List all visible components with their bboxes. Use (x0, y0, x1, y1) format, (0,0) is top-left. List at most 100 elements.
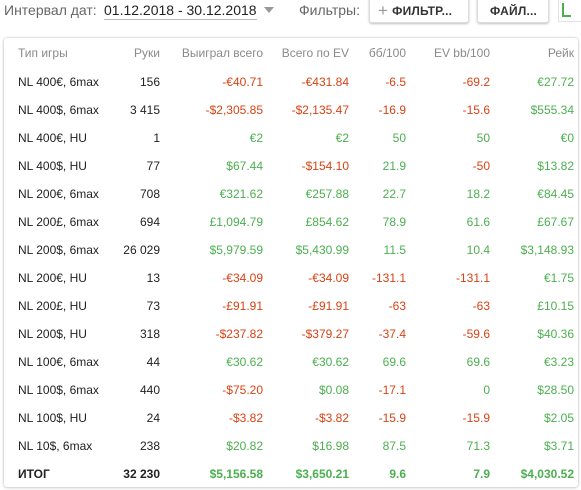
cell-rake: $40.36 (537, 327, 574, 341)
cell-bb100: 87.5 (382, 439, 406, 453)
cell-bb100: -17.1 (378, 383, 406, 397)
cell-bb100: 11.5 (383, 243, 406, 257)
table-row[interactable]: NL 100$, 6max 440 -$75.20 $0.08 -17.1 0 $28.50 (4, 376, 578, 404)
filters-button[interactable]: + ФИЛЬТР... (369, 0, 469, 23)
cell-rake: €27.72 (537, 75, 574, 89)
cell-bb100: -37.4 (378, 327, 406, 341)
cell-hands: 318 (139, 327, 160, 341)
table-row[interactable]: NL 200€, 6max 708 €321.62 €257.88 22.7 18.2 €8… (4, 180, 578, 208)
cell-won: -€40.71 (222, 75, 263, 89)
table-row[interactable]: NL 400$, HU 77 $67.44 -$154.10 21.9 -50 $13.82 (4, 152, 578, 180)
cell-won: $20.82 (226, 439, 263, 453)
cell-bb100: -63 (388, 299, 406, 313)
cell-won: $5,156.58 (209, 467, 263, 481)
filters-label: Фильтры: (299, 2, 360, 18)
stats-table-panel: Тип игры Руки Выиграл всего Всего по EV … (4, 38, 578, 487)
cell-ev-bb100: -63 (472, 299, 490, 313)
cell-hands: 73 (146, 299, 160, 313)
column-header-bb100[interactable]: бб/100 (368, 46, 406, 60)
cell-bb100: 9.6 (389, 467, 406, 481)
cell-rake: $555.34 (530, 103, 574, 117)
table-total-row[interactable]: ИТОГ 32 230 $5,156.58 $3,650.21 9.6 7.9 $4,030… (4, 460, 578, 488)
table-row[interactable]: NL 200£, 6max 694 £1,094.79 £854.62 78.9 61.6… (4, 208, 578, 236)
table-row[interactable]: NL 100$, HU 24 -$3.82 -$3.82 -15.9 -15.9 $2.05 (4, 404, 578, 432)
toolbar: Интервал дат: 01.12.2018 - 30.12.2018 Фи… (0, 0, 581, 32)
cell-rake: €1.75 (543, 271, 574, 285)
files-button[interactable]: ФАЙЛ... (477, 0, 549, 23)
cell-won: $5,979.59 (209, 243, 263, 257)
cell-ev-total: $3,650.21 (295, 467, 349, 481)
cell-game: NL 200€, HU (18, 271, 87, 285)
cell-rake: $3,148.93 (520, 243, 574, 257)
cell-hands: 77 (146, 159, 160, 173)
table-row[interactable]: NL 100€, 6max 44 €30.62 €30.62 69.6 69.6 €3.23 (4, 348, 578, 376)
column-header-ev-bb100[interactable]: EV bb/100 (433, 46, 490, 60)
cell-ev-bb100: 71.3 (466, 439, 490, 453)
cell-bb100: 69.6 (382, 355, 406, 369)
cell-rake: $2.05 (543, 411, 574, 425)
cell-won: -$3.82 (228, 411, 263, 425)
cell-ev-total: -$379.27 (301, 327, 349, 341)
cell-rake: £67.67 (537, 215, 574, 229)
cell-rake: €3.23 (543, 355, 574, 369)
cell-bb100: -131.1 (371, 271, 406, 285)
table-row[interactable]: NL 10$, 6max 238 $20.82 $16.98 87.5 71.3 $3.71 (4, 432, 578, 460)
cell-won: €2 (249, 131, 263, 145)
cell-ev-bb100: 61.6 (466, 215, 490, 229)
cell-bb100: 21.9 (382, 159, 406, 173)
cell-hands: 694 (139, 215, 160, 229)
cell-bb100: -16.9 (378, 103, 406, 117)
cell-hands: 238 (139, 439, 160, 453)
cell-game: NL 100$, 6max (18, 383, 99, 397)
table-row[interactable]: NL 400€, HU 1 €2 €2 50 50 €0 (4, 124, 578, 152)
cell-ev-total: -£91.91 (308, 299, 349, 313)
cell-rake: $4,030.52 (520, 467, 574, 481)
cell-ev-total: €30.62 (312, 355, 349, 369)
cell-rake: $3.71 (543, 439, 574, 453)
cell-bb100: 22.7 (382, 187, 406, 201)
caret-down-icon[interactable] (264, 7, 274, 13)
cell-game: ИТОГ (18, 467, 50, 481)
cell-won: €30.62 (226, 355, 263, 369)
column-header-game[interactable]: Тип игры (18, 46, 68, 60)
cell-hands: 1 (153, 131, 160, 145)
cell-hands: 13 (146, 271, 160, 285)
cell-ev-bb100: 0 (483, 383, 490, 397)
cell-game: NL 200$, 6max (18, 243, 99, 257)
column-header-ev-total[interactable]: Всего по EV (281, 46, 349, 60)
cell-ev-bb100: 50 (476, 131, 490, 145)
cell-game: NL 400€, 6max (18, 75, 99, 89)
table-row[interactable]: NL 200€, HU 13 -€34.09 -€34.09 -131.1 -131.1 €… (4, 264, 578, 292)
cell-hands: 3 415 (129, 103, 160, 117)
cell-game: NL 200€, 6max (18, 187, 99, 201)
cell-hands: 32 230 (123, 467, 160, 481)
cell-rake: €84.45 (537, 187, 574, 201)
column-header-hands[interactable]: Руки (134, 46, 160, 60)
table-row[interactable]: NL 200£, HU 73 -£91.91 -£91.91 -63 -63 £10.15 (4, 292, 578, 320)
hand-logo-icon[interactable] (558, 0, 581, 22)
cell-ev-bb100: -50 (472, 159, 490, 173)
date-range-picker[interactable]: 01.12.2018 - 30.12.2018 (104, 2, 257, 20)
cell-ev-total: -$2,135.47 (291, 103, 349, 117)
cell-game: NL 10$, 6max (18, 439, 93, 453)
cell-ev-bb100: 10.4 (466, 243, 490, 257)
cell-won: -$237.82 (215, 327, 263, 341)
table-row[interactable]: NL 400$, 6max 3 415 -$2,305.85 -$2,135.47 -1… (4, 96, 578, 124)
table-row[interactable]: NL 200$, HU 318 -$237.82 -$379.27 -37.4 -59.6… (4, 320, 578, 348)
table-row[interactable]: NL 400€, 6max 156 -€40.71 -€431.84 -6.5 -69.2… (4, 68, 578, 96)
cell-game: NL 400$, HU (18, 159, 87, 173)
column-header-won[interactable]: Выиграл всего (181, 46, 263, 60)
cell-won: -$2,305.85 (205, 103, 263, 117)
cell-hands: 44 (146, 355, 160, 369)
cell-ev-total: -$3.82 (314, 411, 349, 425)
cell-hands: 156 (139, 75, 160, 89)
cell-hands: 708 (139, 187, 160, 201)
cell-rake: £10.15 (537, 299, 574, 313)
table-row[interactable]: NL 200$, 6max 26 029 $5,979.59 $5,430.99 11.… (4, 236, 578, 264)
cell-ev-bb100: -131.1 (455, 271, 490, 285)
cell-game: NL 200£, HU (18, 299, 87, 313)
cell-won: -$75.20 (222, 383, 263, 397)
cell-won: -£91.91 (222, 299, 263, 313)
cell-game: NL 400$, 6max (18, 103, 99, 117)
column-header-rake[interactable]: Рейк (547, 46, 574, 60)
